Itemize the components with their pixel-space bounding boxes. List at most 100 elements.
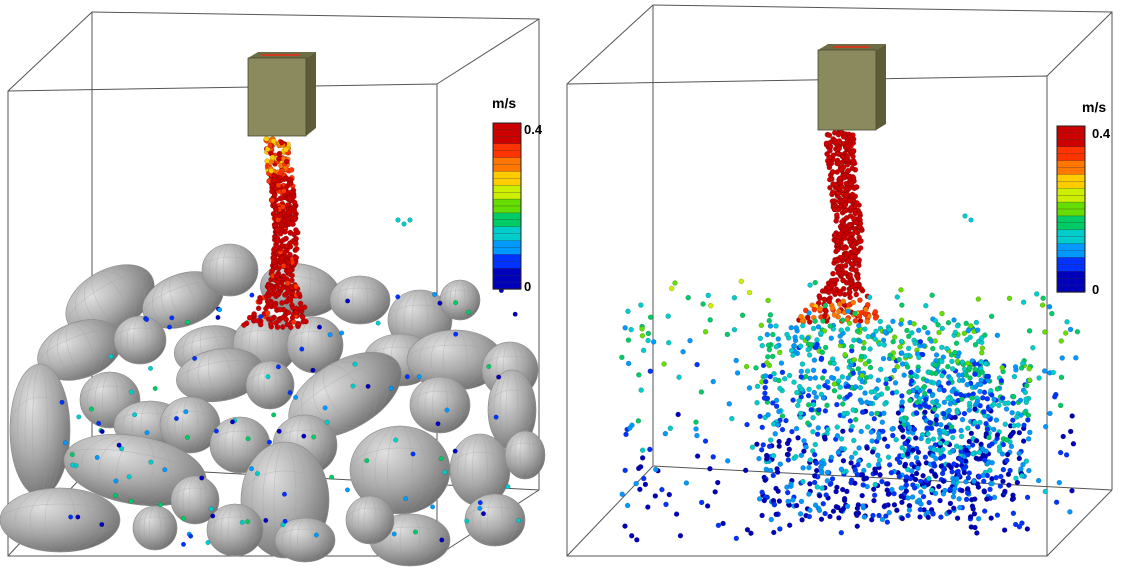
particle xyxy=(636,372,642,378)
particle xyxy=(816,493,823,499)
particle xyxy=(169,315,175,321)
particle xyxy=(822,312,828,319)
particle xyxy=(861,467,867,474)
particle xyxy=(928,425,935,432)
particle xyxy=(939,344,945,351)
particle xyxy=(977,419,983,426)
particle xyxy=(831,387,838,394)
particle xyxy=(710,378,716,385)
container-frame xyxy=(566,4,1113,557)
particle xyxy=(1025,412,1032,418)
particle xyxy=(974,530,980,536)
particle xyxy=(280,203,286,210)
particle xyxy=(185,319,191,325)
particle xyxy=(339,330,345,336)
particle xyxy=(845,142,852,148)
particle xyxy=(888,470,895,476)
particle xyxy=(880,428,886,435)
particle xyxy=(693,419,699,425)
particle xyxy=(822,408,829,414)
particle xyxy=(803,373,809,380)
colorbar-band xyxy=(492,164,522,173)
particle xyxy=(803,444,809,450)
particle xyxy=(829,476,836,482)
particle xyxy=(158,502,164,508)
particle xyxy=(642,481,649,488)
particle xyxy=(707,317,713,323)
particle xyxy=(864,399,870,405)
particle xyxy=(806,464,812,471)
particle xyxy=(850,248,857,255)
particle xyxy=(913,454,920,461)
particle xyxy=(773,344,780,350)
particle xyxy=(840,226,847,233)
particle xyxy=(1002,421,1009,427)
particle xyxy=(984,472,991,479)
particle xyxy=(852,450,859,456)
particle xyxy=(959,458,965,464)
particle xyxy=(819,375,826,381)
particle xyxy=(653,466,659,473)
particle xyxy=(908,468,915,474)
ellipsoid xyxy=(0,487,121,553)
particle xyxy=(729,415,735,422)
particle xyxy=(949,366,956,372)
particle xyxy=(878,366,884,373)
particle xyxy=(403,496,409,502)
particle xyxy=(505,484,511,490)
particle xyxy=(827,513,833,520)
particle xyxy=(912,340,918,347)
particle xyxy=(1006,295,1013,302)
particle xyxy=(112,492,118,498)
particle xyxy=(267,300,274,307)
particle xyxy=(930,380,937,386)
particle xyxy=(192,355,198,361)
particle xyxy=(623,431,629,438)
particle xyxy=(786,372,793,379)
particle xyxy=(805,402,812,408)
particle xyxy=(814,431,821,437)
particle xyxy=(767,373,773,380)
particle xyxy=(291,199,298,206)
particle xyxy=(982,457,988,463)
particle xyxy=(932,338,938,344)
particle xyxy=(731,327,738,333)
particle xyxy=(994,512,1001,518)
particle xyxy=(833,277,840,283)
particle xyxy=(947,486,953,492)
particle xyxy=(778,360,785,366)
particle xyxy=(788,347,795,354)
particle xyxy=(999,364,1005,371)
particle xyxy=(1023,382,1030,389)
particle xyxy=(633,480,639,487)
particle xyxy=(983,360,989,367)
particle xyxy=(864,318,870,325)
particle xyxy=(986,443,993,449)
particle xyxy=(958,433,965,440)
particle xyxy=(853,272,860,279)
particle xyxy=(960,377,966,384)
particle xyxy=(914,399,920,406)
particle xyxy=(432,291,438,297)
particle xyxy=(776,498,783,504)
particle xyxy=(834,366,840,372)
particle xyxy=(891,502,898,508)
particle xyxy=(770,472,776,479)
particle xyxy=(881,436,888,442)
particle xyxy=(1002,400,1008,407)
particle xyxy=(917,403,923,410)
particle xyxy=(828,283,835,289)
particle xyxy=(708,302,714,309)
particle xyxy=(1000,478,1006,485)
particle xyxy=(108,354,114,360)
particle xyxy=(388,385,394,391)
particle xyxy=(786,446,793,453)
particle xyxy=(782,376,788,382)
particle xyxy=(1000,441,1007,448)
particle xyxy=(698,389,705,395)
particle xyxy=(797,410,804,417)
particle xyxy=(839,317,846,323)
ellipsoid xyxy=(286,316,344,374)
particle xyxy=(989,460,995,466)
particle xyxy=(99,521,105,527)
